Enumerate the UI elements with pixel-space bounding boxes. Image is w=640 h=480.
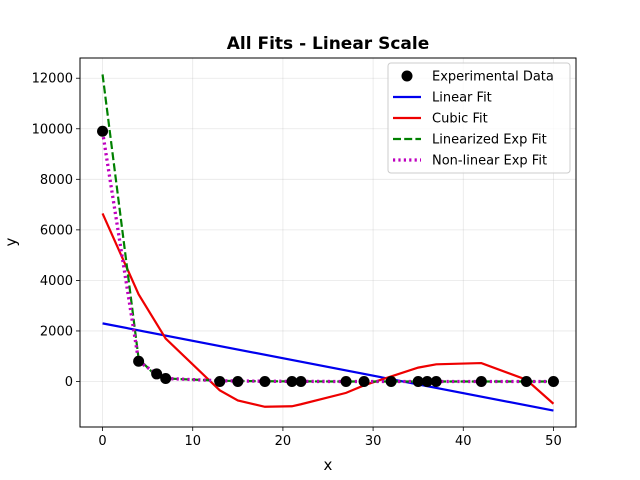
plot-area (97, 74, 559, 412)
data-point (430, 376, 442, 388)
x-tick-label: 20 (275, 434, 292, 449)
data-point (214, 376, 226, 388)
y-tick-label: 0 (65, 375, 73, 390)
legend-label: Experimental Data (432, 70, 554, 85)
x-tick-label: 40 (455, 434, 472, 449)
x-tick-label: 10 (184, 434, 201, 449)
legend-label: Linear Fit (432, 91, 492, 106)
x-tick-label: 0 (98, 434, 106, 449)
chart-title: All Fits - Linear Scale (227, 34, 430, 54)
ticks: 0 10 20 30 40 50 0 2000 4000 6000 8000 10000 12000 (32, 72, 562, 449)
series-line-2 (101, 212, 555, 408)
axes-frame (79, 57, 577, 428)
y-tick-label: 12000 (32, 72, 73, 87)
data-point (340, 376, 352, 388)
y-tick-label: 8000 (40, 173, 73, 188)
data-point (151, 368, 163, 380)
data-point (160, 372, 172, 384)
data-point (232, 376, 244, 388)
data-point (421, 376, 433, 388)
y-tick-label: 4000 (40, 274, 73, 289)
data-point (520, 376, 532, 388)
data-point (97, 125, 109, 137)
data-point (358, 376, 370, 388)
legend-box (387, 62, 571, 174)
data-point (286, 376, 298, 388)
data-point (412, 376, 424, 388)
y-axis-label: y (2, 237, 20, 246)
data-point (133, 355, 145, 367)
series-line-1 (102, 322, 554, 412)
data-point (385, 376, 397, 388)
data-point (475, 376, 487, 388)
x-tick-label: 50 (545, 434, 562, 449)
data-point (295, 376, 307, 388)
y-tick-label: 6000 (40, 223, 73, 238)
y-tick-label: 2000 (40, 324, 73, 339)
data-point (259, 376, 271, 388)
legend-label: Linearized Exp Fit (432, 133, 547, 148)
legend-label: Cubic Fit (432, 112, 488, 127)
y-tick-label: 10000 (32, 122, 73, 137)
legend: Experimental Data Linear Fit Cubic Fit Line… (387, 62, 571, 174)
x-tick-label: 30 (365, 434, 382, 449)
x-axis-label: x (324, 456, 333, 474)
data-point (547, 376, 559, 388)
legend-label: Non-linear Exp Fit (432, 154, 547, 169)
legend-marker (401, 70, 413, 82)
series-line-4 (100, 131, 554, 384)
